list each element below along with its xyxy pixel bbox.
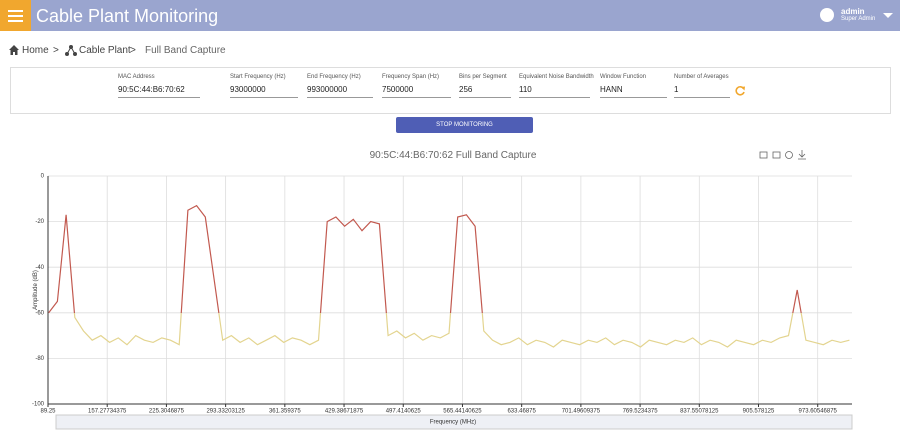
field-label: Start Frequency (Hz): [230, 74, 286, 80]
y-tick-label: -40: [35, 265, 44, 271]
field-input[interactable]: 93000000: [230, 85, 298, 98]
x-tick-label: 769.5234375: [623, 409, 659, 415]
y-tick-label: -20: [35, 219, 44, 225]
chart-title: 90:5C:44:B6:70:62 Full Band Capture: [370, 150, 537, 161]
x-tick-label: 429.38671875: [325, 409, 364, 415]
x-tick-label: 89.25: [40, 409, 56, 415]
field-label: Number of Averages: [674, 74, 729, 80]
x-tick-label: 905.578125: [743, 409, 775, 415]
x-tick-label: 225.3046875: [149, 409, 185, 415]
y-tick-label: 0: [41, 174, 45, 180]
chart-toolbar[interactable]: [759, 150, 806, 160]
app-title: Cable Plant Monitoring: [36, 6, 219, 26]
x-tick-label: 973.60546875: [799, 409, 838, 415]
header: Cable Plant Monitoring admin Super Admin: [0, 0, 900, 31]
refresh-icon[interactable]: [734, 85, 746, 97]
x-tick-label: 497.4140625: [386, 409, 422, 415]
x-tick-label: 361.359375: [269, 409, 301, 415]
home-icon: [9, 45, 19, 55]
stop-monitoring-button[interactable]: STOP MONITORING: [396, 117, 533, 133]
zoom-slider[interactable]: [55, 414, 853, 430]
field-input[interactable]: 90:5C:44:B6:70:62: [118, 85, 200, 98]
field-input[interactable]: HANN: [600, 85, 667, 98]
field-label: Equivalent Noise Bandwidth: [519, 74, 594, 80]
user-menu-arrow[interactable]: [883, 13, 893, 19]
x-tick-label: 157.27734375: [88, 409, 127, 415]
field-input[interactable]: 110: [519, 85, 590, 98]
x-tick-label: 293.33203125: [206, 409, 245, 415]
field-label: Bins per Segment: [459, 74, 507, 80]
x-tick-label: 837.55078125: [680, 409, 719, 415]
field-label: Frequency Span (Hz): [382, 74, 440, 80]
y-tick-label: -60: [35, 310, 44, 316]
plant-icon: [65, 45, 77, 56]
field-input[interactable]: 256: [459, 85, 511, 98]
breadcrumb-current: Full Band Capture: [145, 45, 226, 56]
y-tick-label: -80: [35, 356, 44, 362]
breadcrumb-separator: >: [130, 45, 136, 56]
menu-button[interactable]: [0, 0, 31, 31]
avatar[interactable]: [820, 8, 834, 22]
field-input[interactable]: 7500000: [382, 85, 451, 98]
x-axis-label: Frequency (MHz): [430, 420, 476, 426]
user-role: Super Admin: [841, 16, 876, 22]
y-tick-label: -100: [32, 402, 45, 408]
field-label: MAC Address: [118, 74, 155, 80]
form-panel: [10, 67, 891, 114]
field-input[interactable]: 1: [674, 85, 730, 98]
user-name[interactable]: admin: [841, 7, 865, 16]
spectrum-line: [48, 204, 850, 348]
x-tick-label: 633.46875: [507, 409, 536, 415]
field-input[interactable]: 993000000: [307, 85, 373, 98]
x-tick-label: 565.44140625: [443, 409, 482, 415]
breadcrumb-cable-plant[interactable]: Cable Plant: [79, 45, 131, 56]
field-label: End Frequency (Hz): [307, 74, 361, 80]
breadcrumb-home[interactable]: Home: [22, 45, 49, 56]
y-axis-label: Amplitude (dB): [33, 270, 39, 310]
breadcrumb-separator: >: [53, 45, 59, 56]
x-tick-label: 701.49609375: [562, 409, 601, 415]
field-label: Window Function: [600, 74, 647, 80]
